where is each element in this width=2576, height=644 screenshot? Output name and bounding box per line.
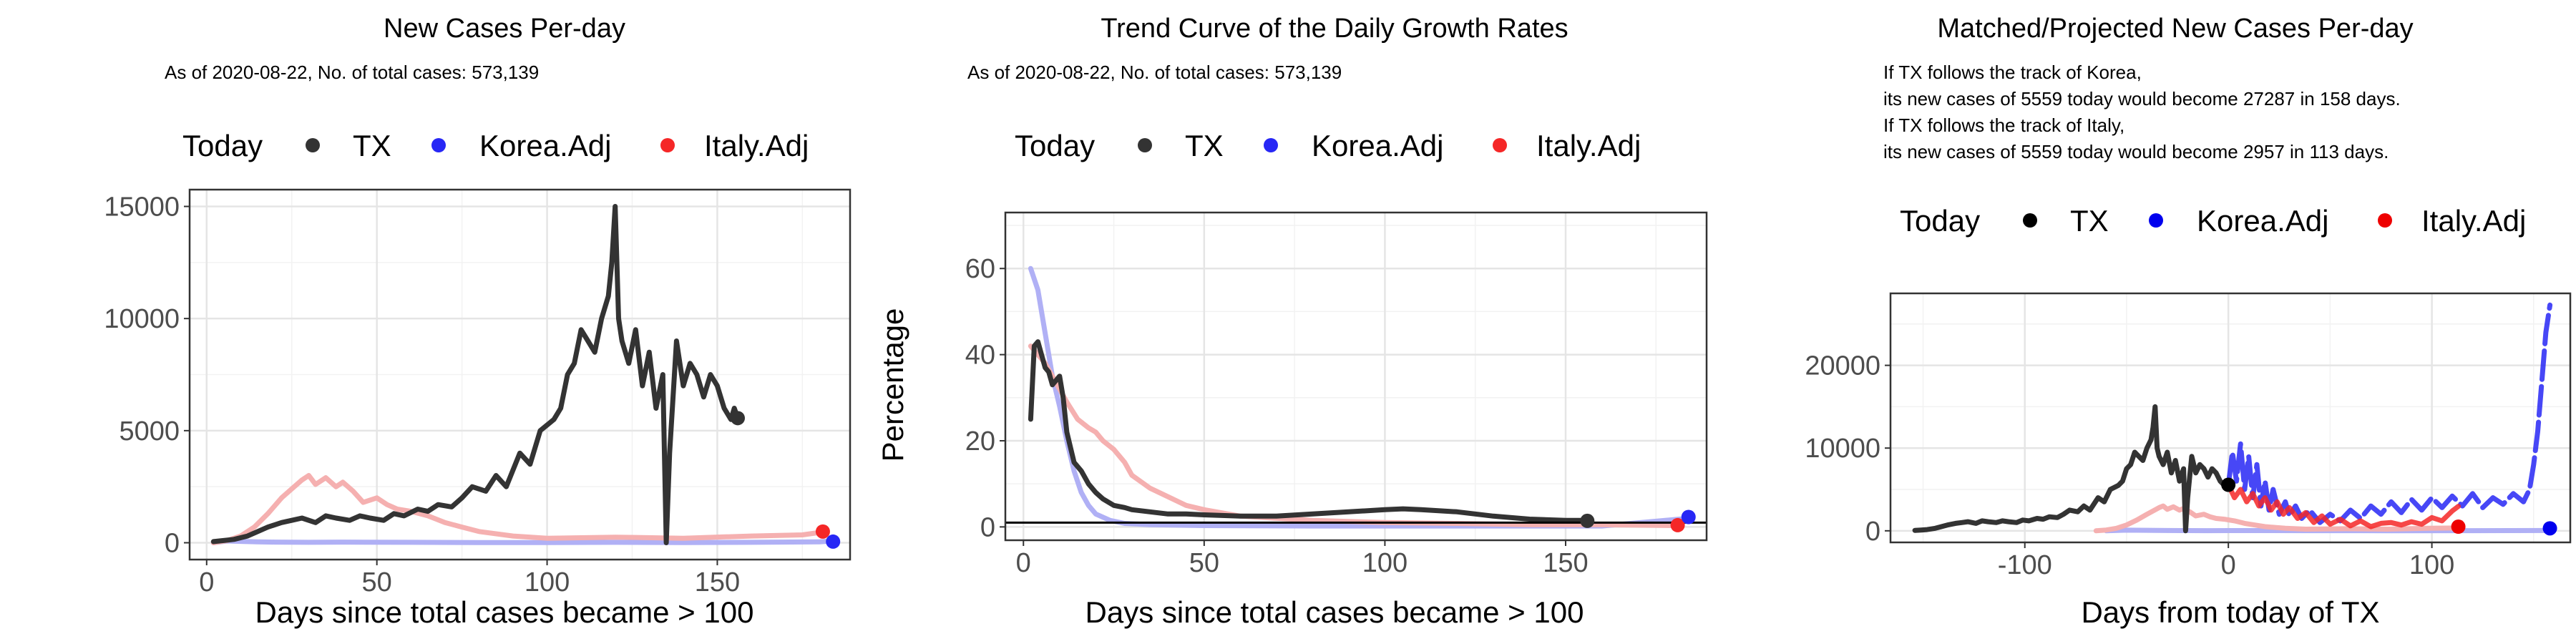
legend-title: Today [182, 129, 263, 162]
legend-tx-label: TX [353, 129, 391, 162]
legend-tx-marker [306, 138, 320, 152]
chart-subtitle: As of 2020-08-22, No. of total cases: 57… [967, 62, 1342, 83]
subtitle-line: its new cases of 5559 today would become… [1883, 141, 2389, 162]
chart-title: Matched/Projected New Cases Per-day [1937, 14, 2413, 44]
today-marker-korea [1681, 509, 1696, 525]
series-line-tx [210, 204, 741, 545]
chart-panel-growth-rates: Trend Curve of the Daily Growth Rates As… [876, 14, 1708, 629]
x-tick-label: 100 [2409, 550, 2454, 580]
plot-area: 0 50 100 150 0 5000 10000 15000 [104, 188, 852, 597]
legend: Today TX Korea.Adj Italy.Adj [1015, 129, 1641, 162]
legend-italy-marker [1493, 138, 1507, 152]
legend: Today TX Korea.Adj Italy.Adj [1900, 204, 2526, 238]
y-tick-label: 20 [965, 426, 995, 457]
legend-italy-label: Italy.Adj [1536, 129, 1641, 162]
legend-italy-marker [660, 138, 675, 152]
today-marker-tx [1580, 513, 1595, 528]
legend-italy-label: Italy.Adj [2421, 204, 2526, 238]
plot-area: -100 0 100 0 10000 20000 [1805, 292, 2572, 580]
legend-italy-marker [2378, 213, 2392, 228]
x-axis-label: Days since total cases became > 100 [255, 595, 754, 629]
today-marker-italy [2451, 519, 2466, 535]
chart-panel-projected: Matched/Projected New Cases Per-day If T… [1805, 14, 2572, 629]
y-tick-label: 60 [965, 254, 995, 284]
y-tick-label: 0 [165, 529, 180, 559]
y-tick-label: 15000 [104, 192, 180, 223]
series-line-italy-adj [1028, 343, 1677, 528]
legend: Today TX Korea.Adj Italy.Adj [182, 129, 809, 162]
series-line-italy-adj [210, 473, 829, 545]
x-tick-label: 0 [2221, 550, 2236, 580]
x-tick-label: 0 [1016, 548, 1031, 578]
chart-title: Trend Curve of the Daily Growth Rates [1101, 14, 1568, 44]
legend-tx-label: TX [2070, 204, 2109, 238]
legend-italy-label: Italy.Adj [704, 129, 809, 162]
legend-korea-label: Korea.Adj [2197, 204, 2328, 238]
y-tick-label: 0 [980, 512, 995, 542]
subtitle-line: If TX follows the track of Italy, [1883, 114, 2124, 136]
y-tick-label: 0 [1865, 517, 1880, 547]
y-tick-label: 40 [965, 341, 995, 371]
x-tick-label: 50 [1189, 548, 1219, 578]
panel-border [1004, 211, 1708, 542]
subtitle-line: its new cases of 5559 today would become… [1883, 88, 2401, 109]
legend-tx-marker [1138, 138, 1152, 152]
y-tick-label: 5000 [119, 416, 180, 447]
today-marker-tx [2221, 477, 2236, 492]
chart-subtitle: As of 2020-08-22, No. of total cases: 57… [165, 62, 539, 83]
legend-tx-marker [2023, 213, 2037, 228]
y-tick-label: 10000 [1805, 434, 1880, 464]
x-axis-label: Days from today of TX [2081, 595, 2379, 629]
plot-area: 0 50 100 150 0 20 40 60 [965, 211, 1708, 578]
y-axis-label: Percentage [876, 308, 909, 462]
x-tick-label: 100 [525, 567, 570, 597]
x-axis-label: Days since total cases became > 100 [1085, 595, 1584, 629]
legend-korea-marker [1264, 138, 1278, 152]
y-tick-label: 10000 [104, 304, 180, 334]
chart-panel-new-cases: New Cases Per-day As of 2020-08-22, No. … [104, 14, 852, 629]
today-marker-italy [1670, 517, 1685, 532]
legend-tx-label: TX [1185, 129, 1224, 162]
panel-border [188, 188, 852, 561]
today-marker-korea [826, 534, 841, 549]
x-tick-label: 50 [362, 567, 392, 597]
x-tick-label: 100 [1362, 548, 1407, 578]
series-line-tx [1912, 404, 2231, 534]
y-tick-label: 20000 [1805, 351, 1880, 381]
x-tick-label: 150 [695, 567, 740, 597]
legend-korea-label: Korea.Adj [479, 129, 611, 162]
chart-subtitle: If TX follows the track of Korea, its ne… [1883, 62, 2401, 162]
subtitle-line: If TX follows the track of Korea, [1883, 62, 2142, 83]
legend-korea-marker [431, 138, 446, 152]
x-tick-label: 0 [199, 567, 214, 597]
series-line-tx [1028, 339, 1590, 523]
today-marker-korea [2542, 521, 2557, 536]
legend-title: Today [1900, 204, 1980, 238]
x-tick-label: 150 [1543, 548, 1588, 578]
series-line-italy-adj-matched [2093, 503, 2462, 534]
panel-border [1889, 292, 2572, 544]
legend-title: Today [1015, 129, 1095, 162]
series-line-italy-adj-projected [2225, 482, 2462, 530]
legend-korea-label: Korea.Adj [1312, 129, 1443, 162]
today-marker-italy [815, 524, 830, 539]
today-marker-tx [730, 411, 745, 426]
legend-korea-marker [2149, 213, 2163, 228]
series-line-korea-adj [210, 538, 836, 545]
x-tick-label: -100 [1998, 550, 2052, 580]
chart-title: New Cases Per-day [384, 14, 625, 44]
